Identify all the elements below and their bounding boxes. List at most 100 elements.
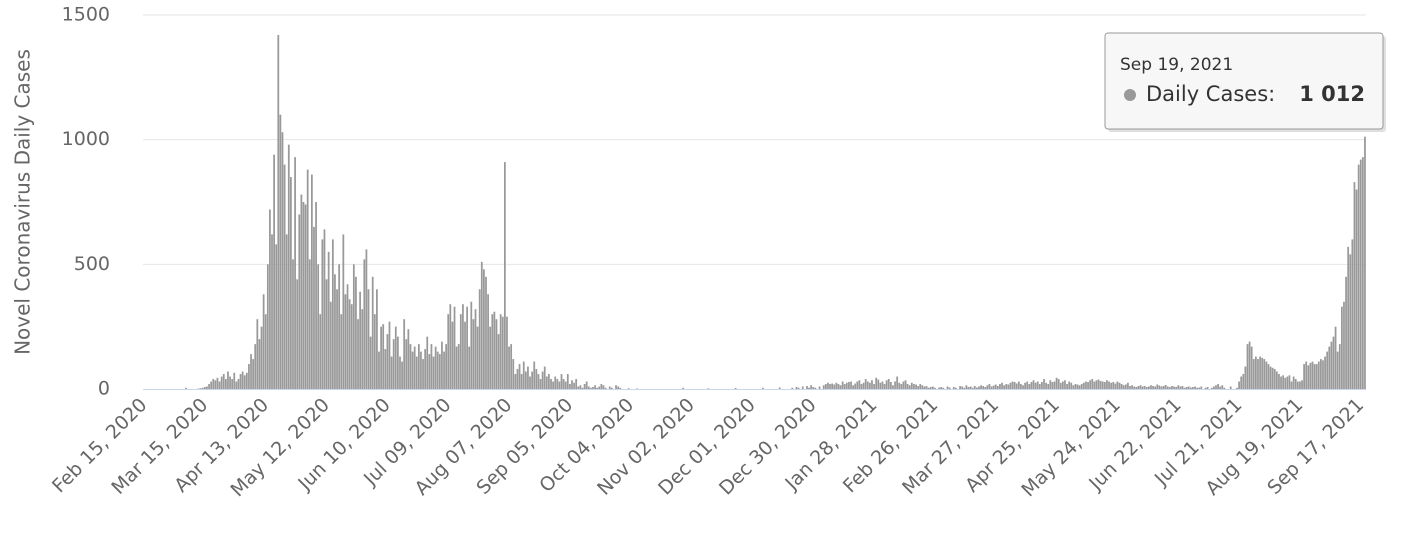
bar: [340, 314, 343, 389]
bar: [424, 349, 427, 389]
bar: [889, 382, 892, 389]
bar: [1070, 382, 1073, 389]
bar: [975, 387, 978, 389]
bar: [594, 385, 596, 389]
bar: [1351, 239, 1354, 389]
bar: [1200, 386, 1203, 389]
bar: [919, 384, 922, 389]
bar: [1215, 385, 1217, 389]
bar: [824, 384, 827, 389]
bar: [1055, 377, 1058, 389]
bar: [1196, 387, 1199, 389]
bar: [548, 374, 550, 389]
tooltip-box: [1104, 32, 1384, 130]
bar: [323, 229, 326, 389]
bar: [1173, 386, 1175, 389]
bar: [533, 361, 536, 389]
bar: [474, 309, 477, 389]
bar: [894, 381, 896, 389]
bar: [980, 385, 982, 389]
bar: [852, 385, 854, 389]
bar: [1334, 326, 1337, 389]
bar: [338, 264, 341, 389]
bar: [1286, 376, 1289, 389]
bar: [545, 376, 548, 389]
bar: [1187, 386, 1190, 389]
bar: [361, 309, 364, 389]
bar: [1194, 386, 1196, 389]
bar: [229, 376, 231, 389]
bar: [1137, 386, 1140, 389]
bar: [1158, 385, 1161, 389]
bar: [994, 384, 997, 389]
bar: [1101, 381, 1104, 389]
bar: [812, 387, 815, 389]
bar: [1068, 381, 1071, 389]
bar: [1294, 379, 1297, 389]
bar: [310, 174, 313, 389]
bar: [1122, 385, 1125, 389]
bar: [1324, 356, 1326, 389]
bar: [1103, 382, 1106, 389]
bar: [531, 371, 534, 389]
bar: [1240, 376, 1243, 389]
bar: [1185, 387, 1188, 389]
bar: [483, 269, 485, 389]
bar: [487, 294, 489, 389]
bar: [1036, 381, 1039, 389]
bar: [535, 369, 538, 389]
bar: [1311, 361, 1314, 389]
bar: [327, 251, 330, 389]
bar: [881, 381, 884, 389]
bar: [241, 371, 244, 389]
bar: [1317, 361, 1320, 389]
bar: [518, 364, 521, 389]
bar: [571, 380, 573, 389]
bar: [281, 132, 284, 390]
bar: [1020, 384, 1022, 389]
bar: [967, 387, 970, 389]
bar: [579, 385, 582, 389]
bar: [438, 354, 441, 389]
bar: [294, 157, 296, 389]
bar: [283, 164, 286, 389]
tooltip-marker: [1124, 89, 1136, 101]
bar: [1303, 364, 1305, 389]
bar: [971, 387, 974, 389]
bar: [564, 381, 567, 389]
bar: [896, 376, 899, 389]
bar: [329, 301, 332, 389]
bar: [1141, 386, 1144, 389]
bar: [250, 354, 252, 389]
bar: [608, 386, 611, 389]
bar: [1183, 387, 1186, 389]
bar: [848, 382, 850, 389]
bar: [1280, 376, 1282, 389]
bar: [778, 387, 781, 389]
bar: [208, 384, 210, 389]
bar: [1313, 364, 1316, 389]
bar: [1026, 381, 1029, 389]
bar: [476, 326, 479, 389]
bar: [1110, 382, 1113, 389]
bar: [524, 371, 527, 389]
bar: [434, 346, 437, 389]
bar: [996, 386, 999, 389]
bar: [357, 319, 359, 389]
bar: [952, 387, 955, 389]
bar: [382, 324, 385, 389]
bar: [1106, 380, 1108, 389]
bar: [1072, 385, 1075, 389]
bar: [1045, 382, 1047, 389]
bar: [403, 319, 406, 389]
bar: [596, 387, 599, 389]
bar: [262, 294, 265, 389]
bar: [1301, 380, 1303, 389]
bar: [199, 388, 202, 389]
bar: [1049, 380, 1052, 389]
bar: [407, 329, 410, 389]
bar: [1078, 385, 1081, 389]
bar: [1133, 386, 1136, 389]
bar: [417, 344, 420, 389]
